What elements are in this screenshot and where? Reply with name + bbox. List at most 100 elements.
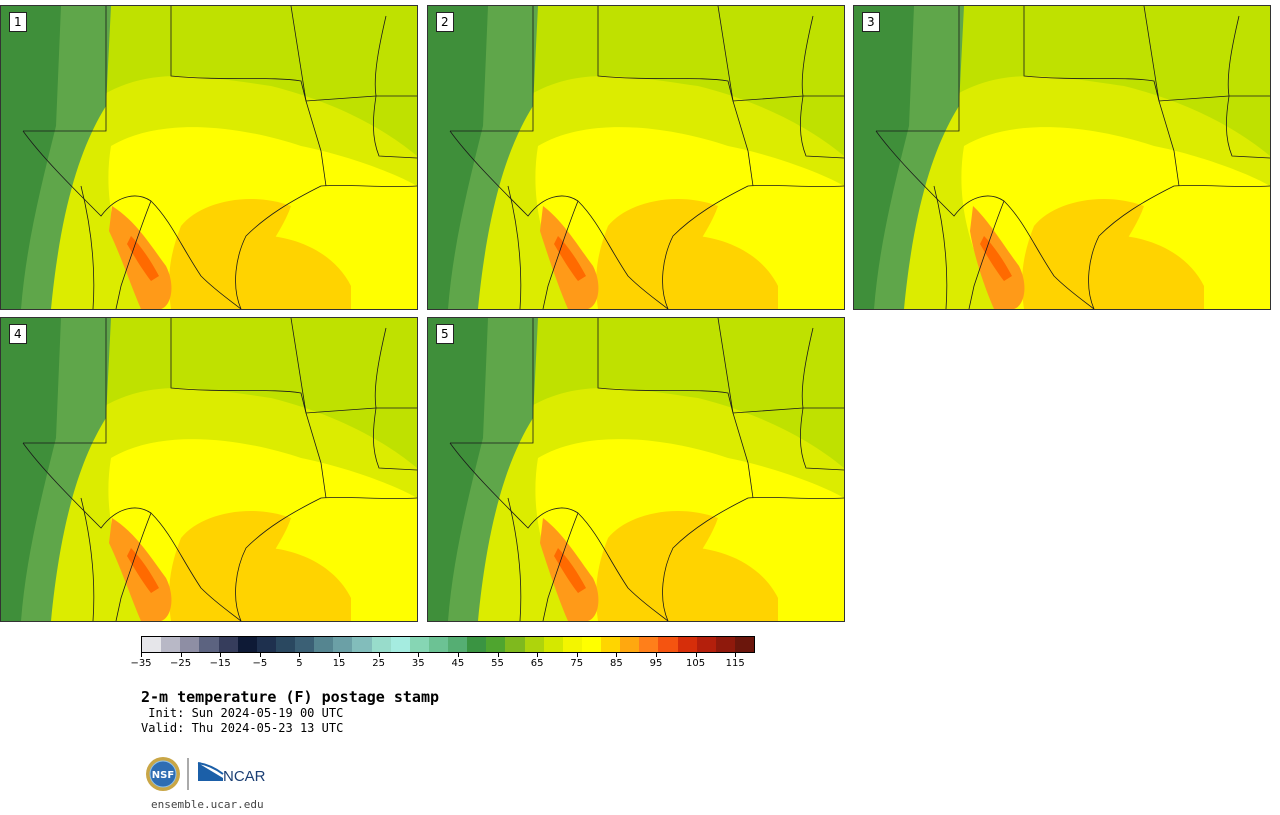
state-boundary <box>1143 6 1270 102</box>
colorbar-swatch <box>658 637 678 652</box>
state-boundary <box>170 318 327 499</box>
temp-zone-warm <box>169 198 291 309</box>
nsf-logo-text: NSF <box>152 770 174 781</box>
colorbar-swatch <box>352 637 372 652</box>
temp-zone-cool <box>528 318 844 468</box>
member-panel-3: 3 <box>853 5 1271 310</box>
state-boundary <box>1023 6 1180 187</box>
temp-zone-hottest <box>980 236 1012 281</box>
coastline <box>662 497 844 621</box>
colorbar: −35 −25 −15 −5 5 15 25 35 45 55 65 75 85 95 105 115 <box>130 636 755 670</box>
state-boundary <box>876 6 960 132</box>
colorbar-tick <box>299 653 301 657</box>
mexico-state-boundary <box>542 200 579 309</box>
colorbar-swatch <box>390 637 410 652</box>
colorbar-swatch <box>734 637 754 652</box>
colorbar-swatch <box>237 637 257 652</box>
ncar-logo-text: NCAR <box>223 768 266 785</box>
river-boundary <box>374 327 387 409</box>
colorbar-swatch <box>275 637 295 652</box>
temp-zone-cool <box>528 6 844 156</box>
colorbar-swatch <box>180 637 200 652</box>
colorbar-tick <box>339 653 341 657</box>
state-boundary <box>799 95 844 159</box>
logo-group: NSF NCAR <box>146 757 266 791</box>
state-boundary <box>290 318 417 414</box>
mexico-state-boundary <box>80 497 95 621</box>
colorbar-swatch <box>677 637 697 652</box>
colorbar-tick <box>655 653 657 657</box>
temp-zone-hottest <box>127 548 159 593</box>
colorbar-tick-label: 105 <box>686 658 706 669</box>
colorbar-tick <box>180 653 182 657</box>
temp-zone-warm <box>596 510 718 621</box>
temp-zone-hottest <box>554 236 586 281</box>
colorbar-tick-label: 65 <box>530 658 544 669</box>
colorbar-tick <box>537 653 539 657</box>
temp-zone-colder <box>1 318 61 621</box>
temp-zone-warm-gulf <box>668 235 778 309</box>
init-time: Init: Sun 2024-05-19 00 UTC <box>141 706 344 720</box>
coastline <box>1088 185 1270 309</box>
temp-zone-colder <box>854 6 914 309</box>
colorbar-swatch <box>409 637 429 652</box>
state-boundary <box>597 6 754 187</box>
colorbar-swatch <box>543 637 563 652</box>
temp-zone-colder <box>428 318 488 621</box>
colorbar-swatch <box>620 637 640 652</box>
colorbar-tick <box>735 653 737 657</box>
member-label: 4 <box>9 324 27 344</box>
colorbar-swatch <box>314 637 334 652</box>
member-panel-1: 1 <box>0 5 418 310</box>
colorbar-swatch <box>601 637 621 652</box>
colorbar-swatch <box>467 637 487 652</box>
state-boundary <box>717 318 844 414</box>
state-boundary <box>799 407 844 471</box>
member-panel-5: 5 <box>427 317 845 622</box>
state-boundary <box>372 95 417 159</box>
colorbar-swatch <box>562 637 582 652</box>
colorbar-tick-label: 115 <box>725 658 745 669</box>
temperature-map <box>1 318 417 621</box>
colorbar-tick <box>695 653 697 657</box>
mexico-state-boundary <box>507 497 522 621</box>
ncar-logo-icon: NCAR <box>197 762 266 785</box>
temp-zone-cool <box>101 6 417 156</box>
colorbar-tick-label: 35 <box>411 658 425 669</box>
colorbar-tick-label: −25 <box>170 658 192 669</box>
state-boundary <box>450 318 534 444</box>
coastline <box>662 185 844 309</box>
colorbar-swatch <box>218 637 238 652</box>
mexico-state-boundary <box>968 200 1005 309</box>
mexico-state-boundary <box>507 185 522 309</box>
colorbar-tick <box>497 653 499 657</box>
temp-zone-hottest <box>127 236 159 281</box>
colorbar-swatch <box>199 637 219 652</box>
colorbar-tick-label: 25 <box>372 658 386 669</box>
colorbar-tick-label: 5 <box>296 658 303 669</box>
mexico-state-boundary <box>542 512 579 621</box>
state-boundary <box>717 6 844 102</box>
country-border <box>22 442 242 621</box>
river-boundary <box>374 15 387 97</box>
colorbar-tick-label: 15 <box>332 658 346 669</box>
member-panel-2: 2 <box>427 5 845 310</box>
colorbar-tick <box>259 653 261 657</box>
state-boundary <box>450 6 534 132</box>
member-label: 2 <box>436 12 454 32</box>
state-boundary <box>23 6 107 132</box>
colorbar-tick <box>141 653 142 657</box>
colorbar-tick-label: 75 <box>570 658 584 669</box>
temp-zone-colder <box>428 6 488 309</box>
state-boundary <box>597 318 754 499</box>
colorbar-tick-label: −35 <box>130 658 152 669</box>
logos: NSF NCAR <box>145 756 285 792</box>
member-label: 3 <box>862 12 880 32</box>
colorbar-swatch <box>696 637 716 652</box>
river-boundary <box>1227 15 1240 97</box>
temp-zone-cool <box>954 6 1270 156</box>
colorbar-swatch <box>524 637 544 652</box>
temperature-map <box>428 318 844 621</box>
country-border <box>875 130 1095 309</box>
colorbar-swatch <box>639 637 659 652</box>
